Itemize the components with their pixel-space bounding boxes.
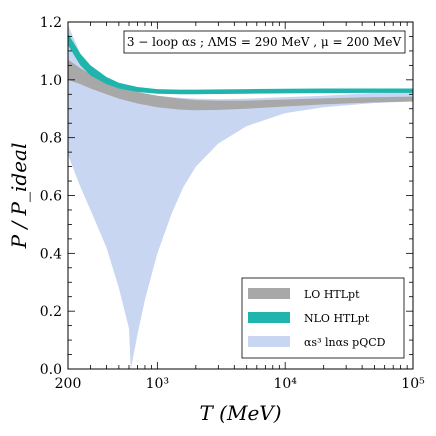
legend-label-2: αs³ lnαs pQCD [304,336,386,349]
y-tick-label-4: 0.8 [40,131,62,147]
band-layer [68,24,413,369]
y-tick-label-6: 1.2 [40,15,62,31]
x-tick-label-2: 10⁴ [273,376,297,392]
y-axis-label: P / P_ideal [7,143,31,250]
y-tick-label-2: 0.4 [40,246,62,262]
legend-swatch-1 [248,312,290,323]
y-tick-label-1: 0.2 [40,304,62,320]
band-0 [68,24,413,369]
x-tick-label-0: 200 [55,376,82,392]
x-tick-label-1: 10³ [146,376,169,392]
legend-label-1: NLO HTLpt [304,312,370,325]
x-axis-label: T (MeV) [199,401,281,425]
y-tick-label-5: 1.0 [40,73,62,89]
band-1 [68,59,413,111]
tick-layer [67,21,414,370]
annotation-box: 3 − loop αs ; ΛMS = 290 MeV , μ = 200 Me… [123,30,406,54]
x-tick-label-3: 10⁵ [401,376,425,392]
legend-label-0: LO HTLpt [304,288,360,301]
annotation-text: 3 − loop αs ; ΛMS = 290 MeV , μ = 200 Me… [127,35,402,49]
annotation-frame [123,30,406,54]
legend-swatch-2 [248,336,290,347]
legend: LO HTLpt NLO HTLpt αs³ lnαs pQCD [241,277,405,359]
tick-label-layer: 200 10³ 10⁴ 10⁵ 0.0 0.2 0.4 0.6 0.8 1.0 1.2 [40,15,425,392]
y-tick-label-3: 0.6 [40,189,62,205]
legend-swatch-0 [248,288,290,299]
y-tick-label-0: 0.0 [40,362,62,378]
